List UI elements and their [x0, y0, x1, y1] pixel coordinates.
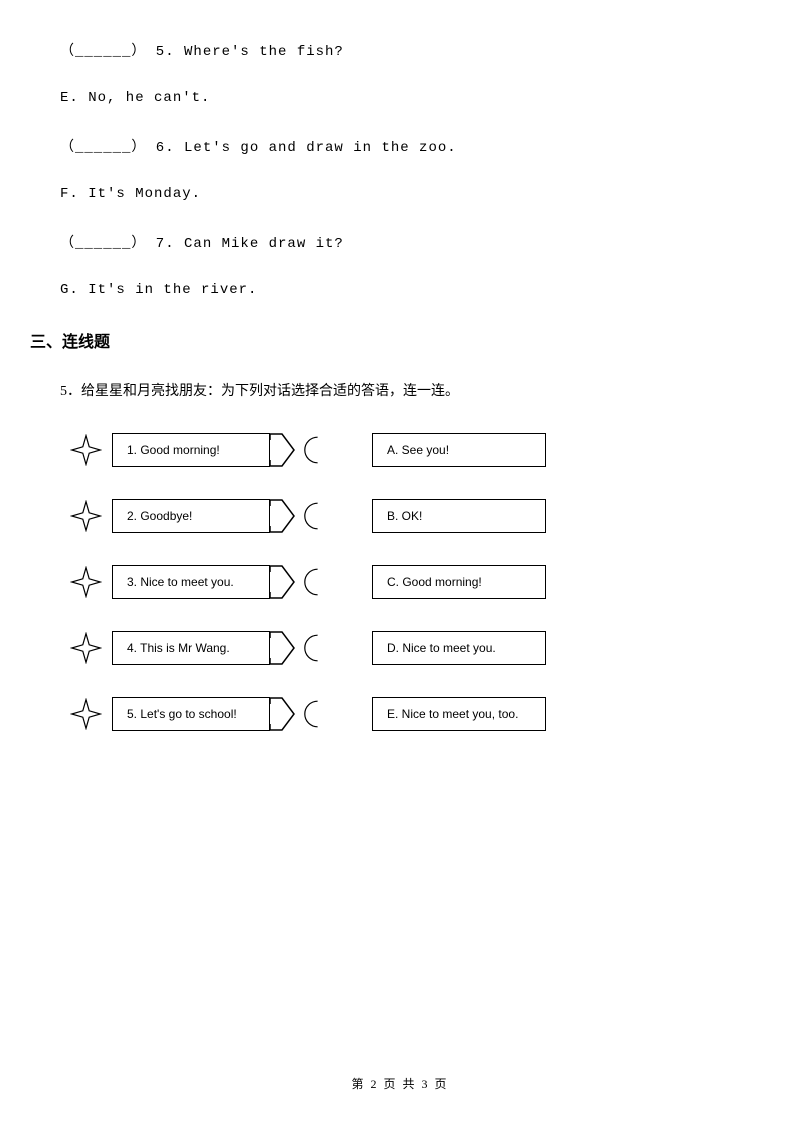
star-icon	[70, 566, 102, 598]
right-option: E. Nice to meet you, too.	[372, 697, 546, 731]
questions-section: （______） 5. Where's the fish? E. No, he …	[60, 40, 740, 298]
match-row: 2. Goodbye! B. OK!	[70, 496, 740, 536]
left-option: 1. Good morning!	[112, 433, 270, 467]
right-option: B. OK!	[372, 499, 546, 533]
question-5: （______） 5. Where's the fish?	[60, 40, 740, 60]
moon-icon	[300, 434, 324, 466]
arrow-icon	[268, 562, 300, 602]
section-header: 三、连线题	[30, 328, 740, 352]
matching-section: 1. Good morning! A. See you! 2. Goodbye!…	[60, 430, 740, 734]
star-icon	[70, 434, 102, 466]
instruction: 5．给星星和月亮找朋友：为下列对话选择合适的答语，连一连。	[60, 380, 740, 400]
right-option: D. Nice to meet you.	[372, 631, 546, 665]
match-row: 5. Let's go to school! E. Nice to meet y…	[70, 694, 740, 734]
star-icon	[70, 500, 102, 532]
moon-icon	[300, 566, 324, 598]
answer-e: E. No, he can't.	[60, 90, 740, 106]
match-row: 1. Good morning! A. See you!	[70, 430, 740, 470]
arrow-icon	[268, 430, 300, 470]
left-option: 4. This is Mr Wang.	[112, 631, 270, 665]
answer-g: G. It's in the river.	[60, 282, 740, 298]
right-option: A. See you!	[372, 433, 546, 467]
arrow-icon	[268, 694, 300, 734]
left-option: 2. Goodbye!	[112, 499, 270, 533]
left-option: 5. Let's go to school!	[112, 697, 270, 731]
moon-icon	[300, 500, 324, 532]
match-row: 4. This is Mr Wang. D. Nice to meet you.	[70, 628, 740, 668]
answer-f: F. It's Monday.	[60, 186, 740, 202]
left-option: 3. Nice to meet you.	[112, 565, 270, 599]
moon-icon	[300, 698, 324, 730]
right-option: C. Good morning!	[372, 565, 546, 599]
moon-icon	[300, 632, 324, 664]
question-6: （______） 6. Let's go and draw in the zoo…	[60, 136, 740, 156]
arrow-icon	[268, 496, 300, 536]
star-icon	[70, 698, 102, 730]
arrow-icon	[268, 628, 300, 668]
star-icon	[70, 632, 102, 664]
question-7: （______） 7. Can Mike draw it?	[60, 232, 740, 252]
match-row: 3. Nice to meet you. C. Good morning!	[70, 562, 740, 602]
page-footer: 第 2 页 共 3 页	[0, 1075, 800, 1092]
